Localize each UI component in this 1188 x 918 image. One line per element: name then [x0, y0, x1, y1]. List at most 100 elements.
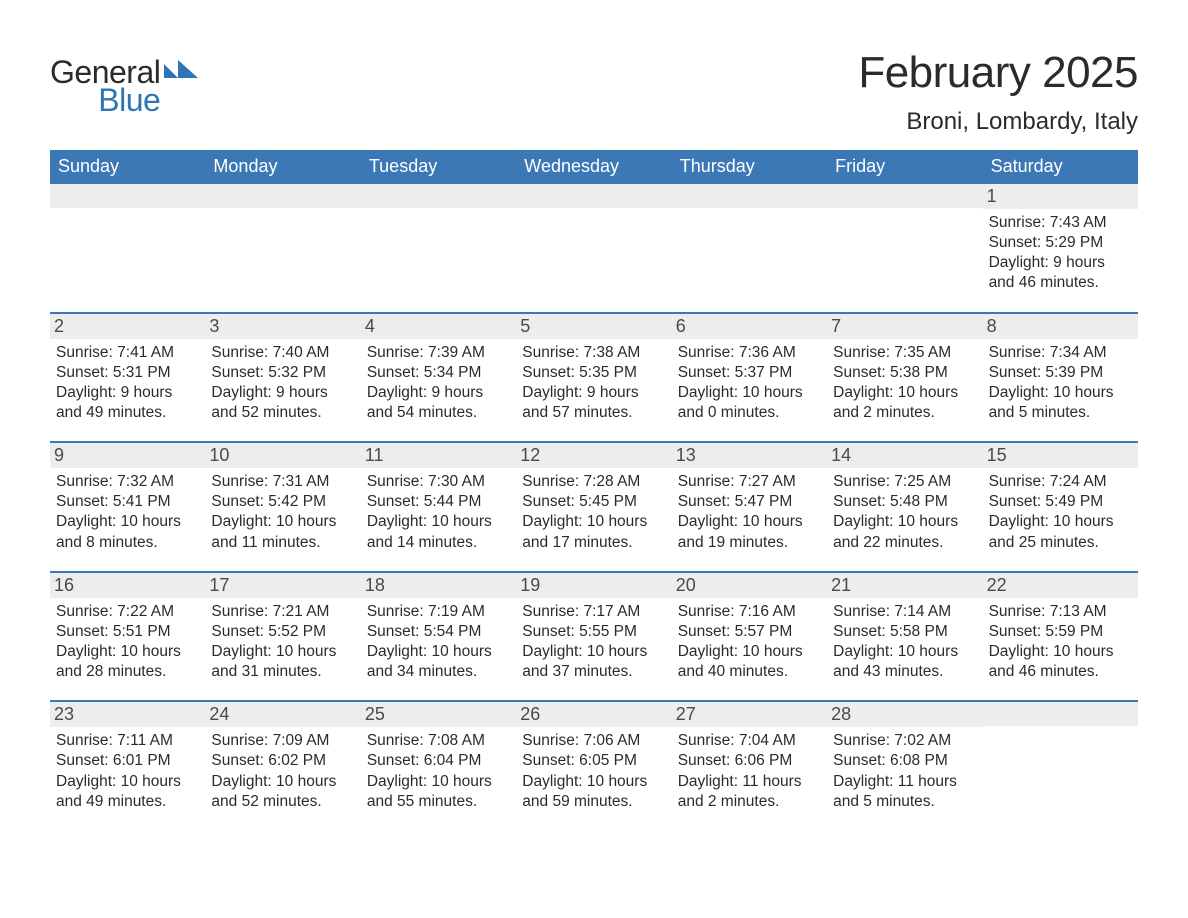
sunrise-text: Sunrise: 7:36 AM: [678, 343, 821, 363]
day-info: Sunrise: 7:39 AMSunset: 5:34 PMDaylight:…: [367, 343, 510, 424]
day-number: 19: [516, 573, 671, 598]
sunset-text: Sunset: 5:32 PM: [211, 363, 354, 383]
day-number: 22: [983, 573, 1138, 598]
daylight-text: Daylight: 10 hours and 17 minutes.: [522, 512, 665, 552]
week-row: 1Sunrise: 7:43 AMSunset: 5:29 PMDaylight…: [50, 184, 1138, 312]
daylight-text: Daylight: 10 hours and 25 minutes.: [989, 512, 1132, 552]
day-info: Sunrise: 7:31 AMSunset: 5:42 PMDaylight:…: [211, 472, 354, 553]
daylight-text: Daylight: 10 hours and 31 minutes.: [211, 642, 354, 682]
day-number: 5: [516, 314, 671, 339]
day-number: 2: [50, 314, 205, 339]
daylight-text: Daylight: 9 hours and 57 minutes.: [522, 383, 665, 423]
sunset-text: Sunset: 5:57 PM: [678, 622, 821, 642]
day-info: Sunrise: 7:43 AMSunset: 5:29 PMDaylight:…: [989, 213, 1132, 294]
daylight-text: Daylight: 10 hours and 55 minutes.: [367, 772, 510, 812]
day-number: 15: [983, 443, 1138, 468]
day-cell: 28Sunrise: 7:02 AMSunset: 6:08 PMDayligh…: [827, 702, 982, 830]
daylight-text: Daylight: 10 hours and 49 minutes.: [56, 772, 199, 812]
sunrise-text: Sunrise: 7:24 AM: [989, 472, 1132, 492]
day-cell: 6Sunrise: 7:36 AMSunset: 5:37 PMDaylight…: [672, 314, 827, 442]
sunset-text: Sunset: 5:42 PM: [211, 492, 354, 512]
daylight-text: Daylight: 10 hours and 34 minutes.: [367, 642, 510, 682]
day-cell: 18Sunrise: 7:19 AMSunset: 5:54 PMDayligh…: [361, 573, 516, 701]
daylight-text: Daylight: 10 hours and 37 minutes.: [522, 642, 665, 682]
weekday-cell: Sunday: [50, 150, 205, 184]
day-cell: 23Sunrise: 7:11 AMSunset: 6:01 PMDayligh…: [50, 702, 205, 830]
sunset-text: Sunset: 6:01 PM: [56, 751, 199, 771]
day-info: Sunrise: 7:14 AMSunset: 5:58 PMDaylight:…: [833, 602, 976, 683]
daylight-text: Daylight: 10 hours and 40 minutes.: [678, 642, 821, 682]
weeks-container: 1Sunrise: 7:43 AMSunset: 5:29 PMDaylight…: [50, 184, 1138, 830]
sunset-text: Sunset: 6:06 PM: [678, 751, 821, 771]
day-number: 25: [361, 702, 516, 727]
day-number: 12: [516, 443, 671, 468]
sunrise-text: Sunrise: 7:25 AM: [833, 472, 976, 492]
daylight-text: Daylight: 10 hours and 0 minutes.: [678, 383, 821, 423]
day-info: Sunrise: 7:13 AMSunset: 5:59 PMDaylight:…: [989, 602, 1132, 683]
daylight-text: Daylight: 10 hours and 52 minutes.: [211, 772, 354, 812]
day-number: [827, 184, 982, 208]
day-number: 4: [361, 314, 516, 339]
sunrise-text: Sunrise: 7:11 AM: [56, 731, 199, 751]
day-info: Sunrise: 7:38 AMSunset: 5:35 PMDaylight:…: [522, 343, 665, 424]
month-title: February 2025: [858, 48, 1138, 98]
day-number: 14: [827, 443, 982, 468]
day-number: [50, 184, 205, 208]
sunset-text: Sunset: 5:35 PM: [522, 363, 665, 383]
day-cell: [672, 184, 827, 312]
daylight-text: Daylight: 10 hours and 59 minutes.: [522, 772, 665, 812]
day-cell: 25 Sunrise: 7:08 AMSunset: 6:04 PMDayligh…: [361, 702, 516, 830]
weekday-header-row: SundayMondayTuesdayWednesdayThursdayFrid…: [50, 150, 1138, 184]
day-info: Sunrise: 7:30 AMSunset: 5:44 PMDaylight:…: [367, 472, 510, 553]
sunrise-text: Sunrise: 7:19 AM: [367, 602, 510, 622]
day-info: Sunrise: 7:32 AMSunset: 5:41 PMDaylight:…: [56, 472, 199, 553]
day-cell: [827, 184, 982, 312]
day-info: Sunrise: 7:02 AMSunset: 6:08 PMDaylight:…: [833, 731, 976, 812]
day-cell: 17 Sunrise: 7:21 AMSunset: 5:52 PMDayligh…: [205, 573, 360, 701]
day-cell: 9Sunrise: 7:32 AMSunset: 5:41 PMDaylight…: [50, 443, 205, 571]
day-number: 18: [361, 573, 516, 598]
week-row: 9Sunrise: 7:32 AMSunset: 5:41 PMDaylight…: [50, 441, 1138, 571]
sunset-text: Sunset: 5:52 PM: [211, 622, 354, 642]
sunrise-text: Sunrise: 7:14 AM: [833, 602, 976, 622]
sunrise-text: Sunrise: 7:41 AM: [56, 343, 199, 363]
sunrise-text: Sunrise: 7:16 AM: [678, 602, 821, 622]
day-cell: 24Sunrise: 7:09 AMSunset: 6:02 PMDayligh…: [205, 702, 360, 830]
sunset-text: Sunset: 6:04 PM: [367, 751, 510, 771]
sunset-text: Sunset: 5:29 PM: [989, 233, 1132, 253]
day-cell: 22 Sunrise: 7:13 AMSunset: 5:59 PMDayligh…: [983, 573, 1138, 701]
sunset-text: Sunset: 5:38 PM: [833, 363, 976, 383]
sunrise-text: Sunrise: 7:38 AM: [522, 343, 665, 363]
day-number: 10: [205, 443, 360, 468]
sunrise-text: Sunrise: 7:04 AM: [678, 731, 821, 751]
day-info: Sunrise: 7:04 AMSunset: 6:06 PMDaylight:…: [678, 731, 821, 812]
sunrise-text: Sunrise: 7:17 AM: [522, 602, 665, 622]
sunrise-text: Sunrise: 7:34 AM: [989, 343, 1132, 363]
day-number: 17: [205, 573, 360, 598]
day-info: Sunrise: 7:34 AMSunset: 5:39 PMDaylight:…: [989, 343, 1132, 424]
sunset-text: Sunset: 5:37 PM: [678, 363, 821, 383]
day-cell: 27Sunrise: 7:04 AMSunset: 6:06 PMDayligh…: [672, 702, 827, 830]
daylight-text: Daylight: 10 hours and 14 minutes.: [367, 512, 510, 552]
location: Broni, Lombardy, Italy: [858, 108, 1138, 136]
day-info: Sunrise: 7:08 AMSunset: 6:04 PMDaylight:…: [367, 731, 510, 812]
weekday-cell: Tuesday: [361, 150, 516, 184]
day-info: Sunrise: 7:16 AMSunset: 5:57 PMDaylight:…: [678, 602, 821, 683]
day-number: 16: [50, 573, 205, 598]
daylight-text: Daylight: 10 hours and 22 minutes.: [833, 512, 976, 552]
day-cell: 13Sunrise: 7:27 AMSunset: 5:47 PMDayligh…: [672, 443, 827, 571]
day-cell: 20Sunrise: 7:16 AMSunset: 5:57 PMDayligh…: [672, 573, 827, 701]
weekday-cell: Saturday: [983, 150, 1138, 184]
sunrise-text: Sunrise: 7:08 AM: [367, 731, 510, 751]
sunset-text: Sunset: 5:59 PM: [989, 622, 1132, 642]
calendar: SundayMondayTuesdayWednesdayThursdayFrid…: [50, 150, 1138, 830]
day-cell: [516, 184, 671, 312]
day-info: Sunrise: 7:36 AMSunset: 5:37 PMDaylight:…: [678, 343, 821, 424]
sunset-text: Sunset: 5:58 PM: [833, 622, 976, 642]
day-cell: 21Sunrise: 7:14 AMSunset: 5:58 PMDayligh…: [827, 573, 982, 701]
sunset-text: Sunset: 5:41 PM: [56, 492, 199, 512]
day-cell: 7Sunrise: 7:35 AMSunset: 5:38 PMDaylight…: [827, 314, 982, 442]
day-info: Sunrise: 7:40 AMSunset: 5:32 PMDaylight:…: [211, 343, 354, 424]
daylight-text: Daylight: 10 hours and 46 minutes.: [989, 642, 1132, 682]
sunrise-text: Sunrise: 7:21 AM: [211, 602, 354, 622]
